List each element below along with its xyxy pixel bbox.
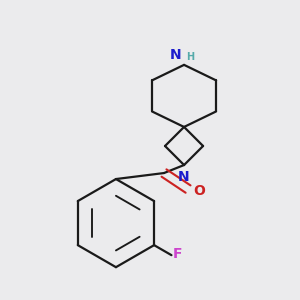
Text: F: F bbox=[172, 247, 182, 261]
Text: N: N bbox=[178, 170, 190, 184]
Text: H: H bbox=[186, 52, 194, 62]
Text: O: O bbox=[193, 184, 205, 198]
Text: N: N bbox=[169, 49, 181, 62]
